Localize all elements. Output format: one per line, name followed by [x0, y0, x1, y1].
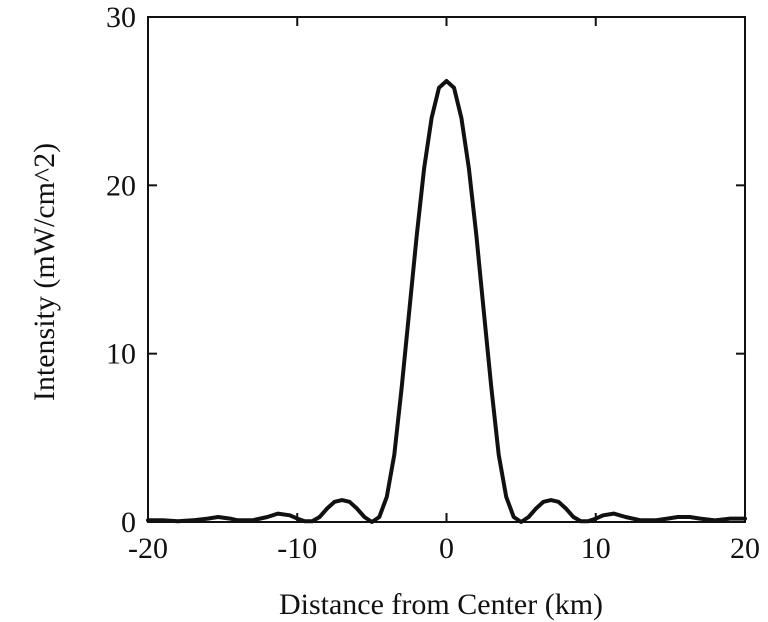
x-tick-label: 20 — [730, 532, 760, 565]
data-point — [713, 518, 717, 522]
data-point — [489, 385, 493, 389]
data-point — [594, 517, 598, 521]
x-tick-label: -10 — [277, 532, 317, 565]
x-tick-label: 10 — [581, 532, 611, 565]
data-point — [370, 520, 374, 524]
series-line — [146, 79, 747, 524]
y-axis-title: Intensity (mW/cm^2) — [28, 143, 61, 401]
series-line-layer — [146, 79, 747, 524]
data-point — [519, 520, 523, 524]
data-point — [276, 512, 280, 516]
data-point — [564, 507, 568, 510]
data-point — [549, 498, 553, 502]
data-point — [534, 507, 538, 510]
data-point — [251, 518, 254, 522]
data-point — [422, 167, 426, 170]
data-point — [355, 507, 359, 510]
data-point — [698, 517, 702, 521]
data-point — [556, 500, 560, 504]
data-point — [728, 517, 732, 521]
data-point — [191, 518, 195, 522]
data-point — [665, 517, 669, 521]
data-point — [146, 518, 150, 522]
data-point — [303, 519, 307, 523]
data-point — [676, 515, 680, 519]
data-point — [385, 495, 389, 499]
data-point — [415, 234, 419, 238]
data-point — [743, 517, 747, 521]
data-point — [325, 507, 329, 510]
data-point — [527, 515, 531, 519]
data-point — [348, 500, 351, 504]
data-point — [236, 518, 240, 522]
x-tick-label: 0 — [439, 532, 454, 565]
data-point — [333, 500, 337, 504]
data-point — [612, 512, 616, 516]
data-point — [624, 515, 628, 519]
data-point — [377, 515, 381, 519]
data-point — [437, 86, 441, 90]
y-tick-label: 30 — [106, 1, 136, 34]
data-point — [265, 515, 269, 519]
y-tick-label: 20 — [106, 169, 136, 202]
data-point — [318, 515, 322, 519]
y-tick-label: 0 — [121, 506, 136, 539]
data-point — [571, 515, 575, 519]
data-point — [452, 86, 456, 90]
data-point — [228, 517, 232, 521]
data-point — [430, 116, 434, 120]
data-point — [459, 116, 463, 120]
data-point — [340, 498, 344, 502]
data-point — [579, 519, 583, 523]
data-point — [161, 518, 165, 522]
data-point — [639, 518, 642, 522]
data-point — [407, 310, 411, 314]
data-point — [176, 519, 180, 523]
data-point — [601, 513, 605, 517]
data-point — [216, 515, 220, 519]
data-point — [654, 518, 657, 522]
x-tick-label: -20 — [128, 532, 168, 565]
data-point — [362, 515, 366, 519]
data-point — [474, 234, 478, 238]
plot-frame — [147, 16, 746, 523]
x-axis-title: Distance from Center (km) — [279, 588, 603, 621]
data-point — [586, 519, 590, 523]
data-point — [310, 519, 314, 523]
data-point — [295, 517, 299, 521]
data-point — [445, 79, 448, 83]
data-point — [497, 453, 501, 457]
data-point — [400, 385, 404, 389]
data-point — [688, 515, 692, 519]
data-point — [467, 167, 471, 170]
data-point — [392, 453, 396, 457]
plot-area — [147, 16, 746, 523]
data-point — [504, 495, 508, 499]
data-point — [288, 513, 292, 517]
data-point — [512, 515, 516, 519]
data-point — [206, 517, 210, 521]
y-tick-label: 10 — [106, 338, 136, 371]
data-point — [482, 310, 486, 314]
ticks-layer: -20 -10 0 10 20 0 10 20 30 — [106, 1, 760, 565]
data-point — [542, 500, 545, 504]
